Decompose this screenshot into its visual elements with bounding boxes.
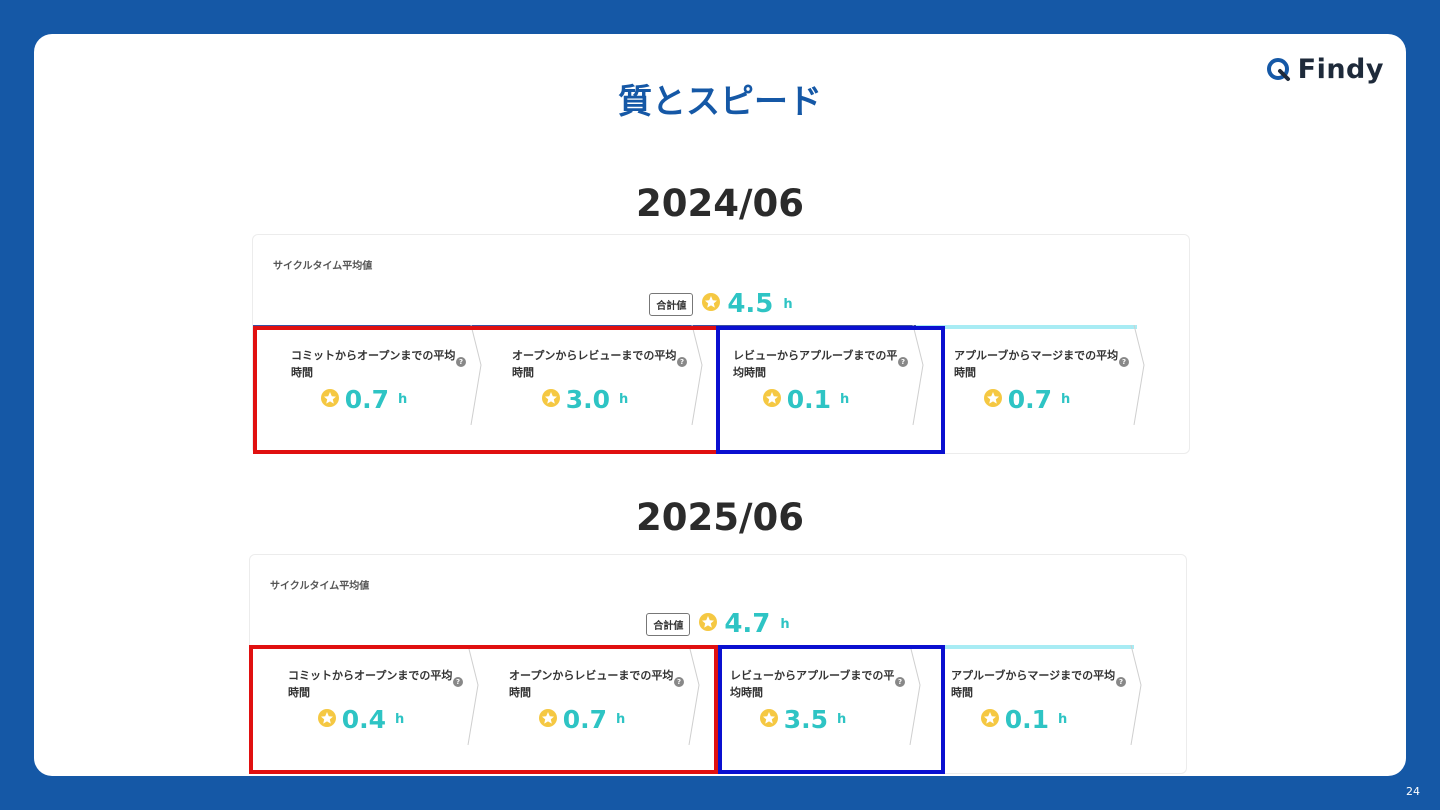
step-title: コミットからオープンまでの平均時間 [288, 669, 453, 699]
step-title: オープンからレビューまでの平均時間 [512, 349, 677, 379]
total-tag: 合計値 [646, 612, 691, 636]
step-bar [913, 645, 1134, 649]
step-title: レビューからアプルーブまでの平均時間 [733, 349, 898, 379]
award-badge-icon [762, 388, 782, 412]
step-value: 0.1 h [913, 705, 1134, 734]
step-value-number: 0.1 [1004, 705, 1050, 734]
chevron-divider-icon [688, 645, 700, 745]
award-badge-icon [541, 388, 561, 412]
award-badge-icon [538, 708, 558, 732]
total-tag: 合計値 [649, 292, 694, 316]
help-circle-icon[interactable]: ? [674, 677, 684, 687]
step-title: レビューからアプルーブまでの平均時間 [730, 669, 895, 699]
step-value-number: 0.7 [562, 705, 608, 734]
award-badge-icon [320, 388, 340, 412]
cycle-time-panel-2024: サイクルタイム平均値 合計値 4.5 h コミットからオープンまでの平均時間 ?… [252, 234, 1190, 454]
page-number: 24 [1406, 785, 1420, 798]
help-circle-icon[interactable]: ? [1119, 357, 1129, 367]
help-circle-icon[interactable]: ? [895, 677, 905, 687]
step-value: 0.7 h [253, 385, 474, 414]
step-unit: h [616, 712, 626, 727]
chevron-divider-icon [909, 645, 921, 745]
step-unit: h [1061, 392, 1071, 407]
chevron-divider-icon [912, 325, 924, 425]
total-value: 4.7 [724, 609, 771, 639]
panel-label: サイクルタイム平均値 [270, 581, 370, 592]
step-title: アプルーブからマージまでの平均時間 [954, 349, 1119, 379]
step-approve-to-merge: アプルーブからマージまでの平均時間 ? 0.1 h [913, 645, 1142, 773]
step-value: 0.7 h [916, 385, 1137, 414]
chevron-divider-icon [470, 325, 482, 425]
award-badge-icon [983, 388, 1003, 412]
step-approve-to-merge: アプルーブからマージまでの平均時間 ? 0.7 h [916, 325, 1145, 453]
panel-label: サイクルタイム平均値 [273, 261, 373, 272]
award-badge-icon [698, 612, 718, 636]
help-circle-icon[interactable]: ? [1116, 677, 1126, 687]
step-value: 0.4 h [250, 705, 471, 734]
step-value-number: 0.4 [341, 705, 387, 734]
help-circle-icon[interactable]: ? [456, 357, 466, 367]
step-unit: h [395, 712, 405, 727]
period-title-2025: 2025/06 [636, 496, 804, 539]
step-unit: h [1058, 712, 1068, 727]
step-value: 3.5 h [692, 705, 913, 734]
findy-logo: Findy [1266, 54, 1384, 85]
chevron-divider-icon [1130, 645, 1142, 745]
step-unit: h [398, 392, 408, 407]
findy-logo-icon [1266, 57, 1290, 81]
highlight-box-red-2025 [249, 645, 718, 774]
award-badge-icon [317, 708, 337, 732]
chevron-divider-icon [691, 325, 703, 425]
step-title: オープンからレビューまでの平均時間 [509, 669, 674, 699]
award-badge-icon [980, 708, 1000, 732]
highlight-box-red-2024 [253, 326, 720, 454]
step-value: 0.1 h [695, 385, 916, 414]
step-value-number: 0.1 [786, 385, 832, 414]
step-title: アプルーブからマージまでの平均時間 [951, 669, 1116, 699]
steps-row: コミットからオープンまでの平均時間 ? 0.7 h オープンからレビューまでの平… [253, 325, 1189, 453]
step-bar [916, 325, 1137, 329]
slide: Findy 質とスピード 2024/06 2025/06 サイクルタイム平均値 … [34, 34, 1406, 776]
help-circle-icon[interactable]: ? [898, 357, 908, 367]
total-unit: h [783, 296, 793, 312]
slide-title: 質とスピード [618, 82, 822, 122]
award-badge-icon [701, 292, 721, 316]
help-circle-icon[interactable]: ? [677, 357, 687, 367]
period-title-2024: 2024/06 [636, 182, 804, 225]
total-value: 4.5 [727, 289, 774, 319]
highlight-box-blue-2025 [718, 645, 945, 774]
help-circle-icon[interactable]: ? [453, 677, 463, 687]
step-value-number: 0.7 [1007, 385, 1053, 414]
highlight-box-blue-2024 [716, 326, 945, 454]
step-value-number: 3.5 [783, 705, 829, 734]
step-value-number: 3.0 [565, 385, 611, 414]
chevron-divider-icon [467, 645, 479, 745]
step-unit: h [840, 392, 850, 407]
step-value: 0.7 h [471, 705, 692, 734]
chevron-divider-icon [1133, 325, 1145, 425]
total-unit: h [780, 616, 790, 632]
step-value-number: 0.7 [344, 385, 390, 414]
total-row: 合計値 4.7 h [250, 609, 1186, 639]
step-unit: h [619, 392, 629, 407]
total-row: 合計値 4.5 h [253, 289, 1189, 319]
logo-text: Findy [1297, 54, 1384, 85]
step-unit: h [837, 712, 847, 727]
step-title: コミットからオープンまでの平均時間 [291, 349, 456, 379]
step-value: 3.0 h [474, 385, 695, 414]
award-badge-icon [759, 708, 779, 732]
